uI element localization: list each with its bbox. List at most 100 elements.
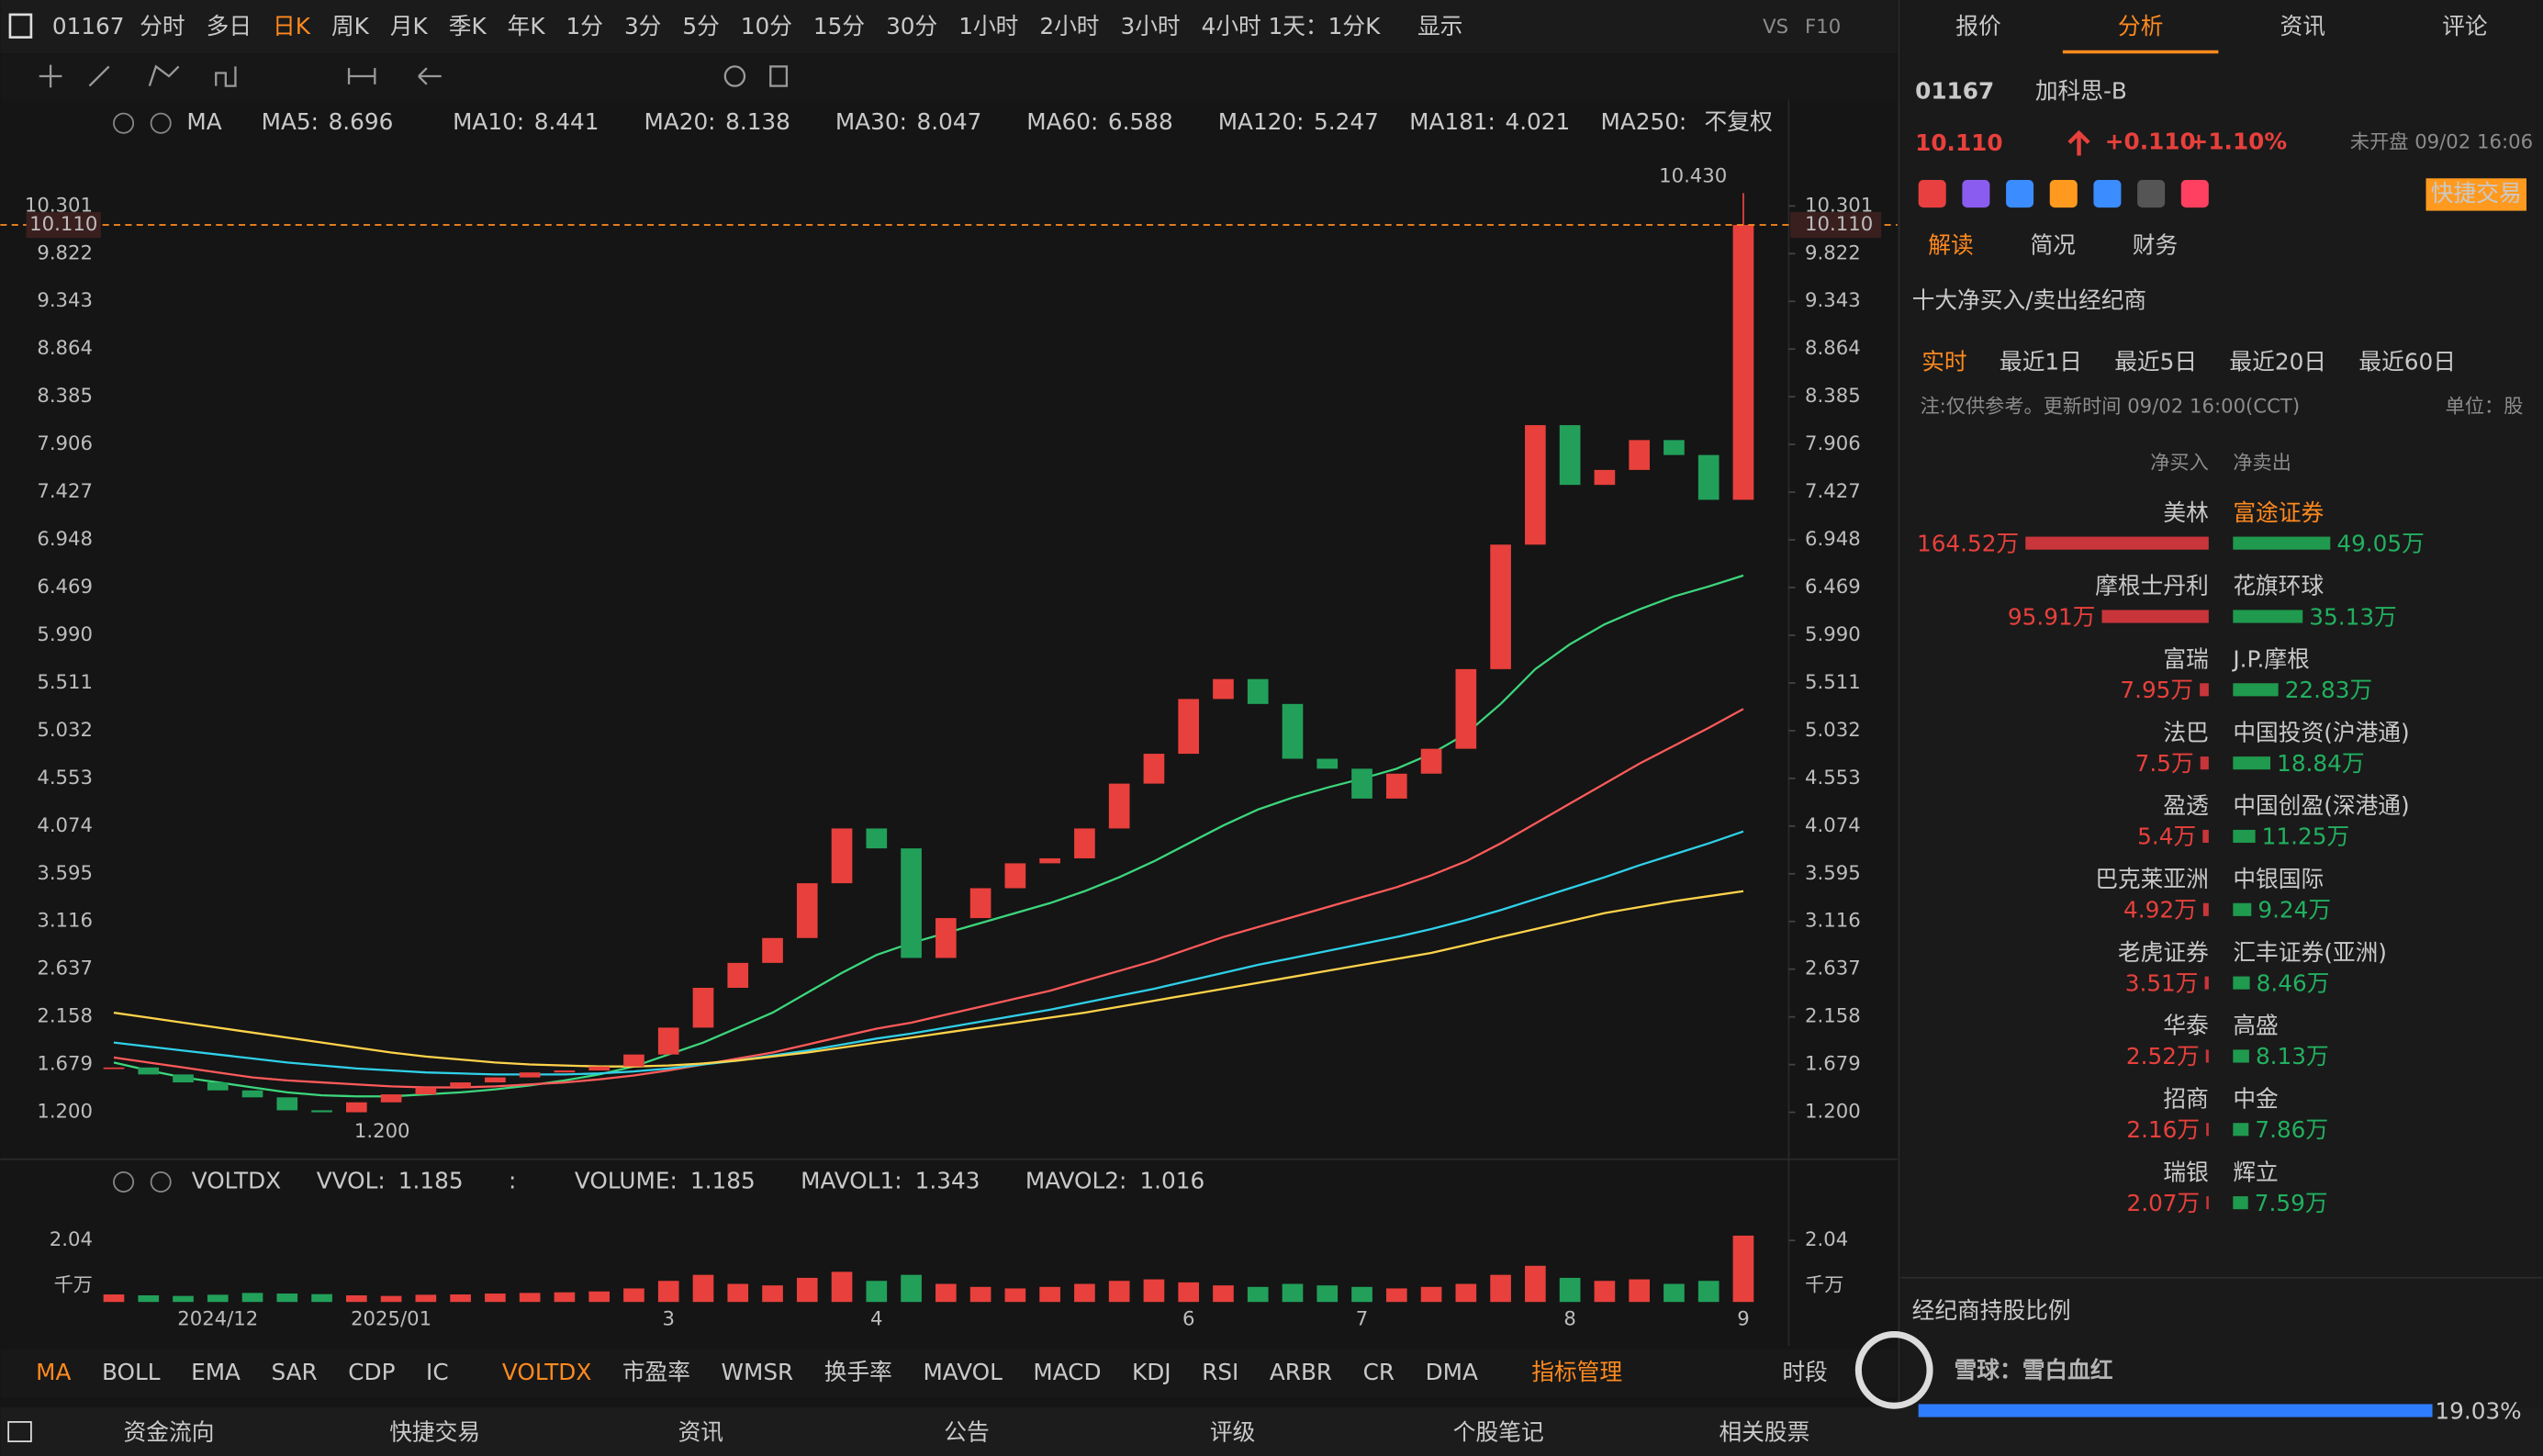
period-tab[interactable]: 月K	[390, 13, 429, 39]
vs-button[interactable]: VS	[1763, 15, 1788, 38]
y-tick-label: 3.116	[1805, 909, 1861, 932]
indicator-tab[interactable]: WMSR	[722, 1359, 794, 1385]
period-tab[interactable]: 1小时	[958, 13, 1018, 39]
icon[interactable]	[1918, 180, 1946, 208]
indicator-tab[interactable]: MA	[36, 1359, 71, 1385]
display-menu[interactable]: 显示	[1417, 13, 1462, 39]
indicator-tab[interactable]: MACD	[1033, 1359, 1101, 1385]
legend-value: 8.696	[329, 108, 394, 135]
bottom-tab[interactable]: 资金流向	[124, 1418, 215, 1445]
period-tab[interactable]: 最近20日	[2229, 349, 2326, 375]
candle	[762, 937, 783, 963]
bottom-tab[interactable]: 公告	[944, 1418, 989, 1445]
eye-tool[interactable]	[723, 65, 746, 87]
settings-icon[interactable]	[113, 112, 135, 134]
top-tab[interactable]: 报价	[1955, 13, 2000, 39]
panel-icon[interactable]	[7, 1421, 32, 1442]
pane-title: VOLTDX	[192, 1168, 281, 1194]
icon[interactable]	[2093, 180, 2122, 208]
bottom-tab[interactable]: 相关股票	[1719, 1418, 1809, 1445]
candle	[623, 1054, 644, 1067]
period-tab[interactable]: 3分	[624, 13, 661, 39]
x-tick-label: 3	[662, 1307, 674, 1330]
indicator-tab[interactable]: CDP	[348, 1359, 395, 1385]
volume-bar	[1282, 1283, 1304, 1303]
bottom-tab[interactable]: 快捷交易	[389, 1418, 480, 1445]
top-tab[interactable]: 评论	[2442, 13, 2488, 39]
y-tick-label: 5.032	[37, 718, 93, 741]
period-tab[interactable]: 季K	[449, 13, 487, 39]
top-tab[interactable]: 资讯	[2280, 13, 2325, 39]
bottom-tab[interactable]: 资讯	[678, 1418, 723, 1445]
icon[interactable]	[2006, 180, 2034, 208]
delete-tool[interactable]	[769, 65, 789, 87]
pattern-tool[interactable]	[215, 66, 237, 87]
adjust-mode[interactable]: 不复权	[1705, 108, 1773, 135]
icon[interactable]	[2049, 180, 2078, 208]
indicator-tab[interactable]: VOLTDX	[502, 1359, 591, 1385]
line-tool[interactable]	[88, 65, 110, 87]
period-tab[interactable]: 2小时	[1039, 13, 1099, 39]
period-tab[interactable]: 3小时	[1120, 13, 1180, 39]
volume-bar	[657, 1281, 679, 1303]
indicator-tab[interactable]: IC	[426, 1359, 449, 1385]
bottom-tab[interactable]: 个股笔记	[1453, 1418, 1544, 1445]
indicator-tab[interactable]: 市盈率	[622, 1359, 690, 1385]
indicator-tab[interactable]: EMA	[191, 1359, 241, 1385]
period-tab[interactable]: 实时	[1921, 349, 1966, 375]
indicator-tab[interactable]: 指标管理	[1531, 1359, 1622, 1385]
y-tick-label: 5.032	[1805, 718, 1861, 741]
period-tab[interactable]: 最近60日	[2358, 349, 2456, 375]
settings-icon[interactable]	[113, 1171, 135, 1193]
arrow-tool[interactable]	[418, 67, 442, 85]
period-tab[interactable]: 15分	[813, 13, 865, 39]
top-tab[interactable]: 分析	[2118, 13, 2163, 39]
close-icon[interactable]	[150, 1171, 172, 1193]
icon[interactable]	[1962, 180, 1990, 208]
quote-tab[interactable]: 解读	[1928, 231, 1973, 258]
icon[interactable]	[2180, 180, 2209, 208]
indicator-tab[interactable]: CR	[1363, 1359, 1395, 1385]
cursor-tool[interactable]	[39, 64, 62, 88]
measure-tool[interactable]	[347, 68, 376, 84]
indicator-tab[interactable]: BOLL	[102, 1359, 161, 1385]
side-tab[interactable]: 时段	[1782, 1359, 1827, 1385]
close-icon[interactable]	[150, 112, 172, 134]
buy-bar	[2202, 902, 2209, 916]
day-mode[interactable]: 1天：1分K	[1268, 13, 1381, 39]
indicator-tab[interactable]: SAR	[272, 1359, 318, 1385]
period-tab[interactable]: 最近5日	[2114, 349, 2197, 375]
indicator-tab[interactable]: ARBR	[1270, 1359, 1332, 1385]
period-tab[interactable]: 5分	[682, 13, 719, 39]
period-tab[interactable]: 1分	[566, 13, 603, 39]
sell-bar	[2233, 756, 2271, 770]
y-tick-label: 7.427	[37, 479, 93, 502]
indicator-tab[interactable]: MAVOL	[923, 1359, 1003, 1385]
quote-tab[interactable]: 财务	[2133, 231, 2178, 258]
polyline-tool[interactable]	[148, 64, 180, 86]
indicator-tab[interactable]: 换手率	[824, 1359, 892, 1385]
candle	[345, 1102, 367, 1113]
buy-value: 7.5万	[2135, 750, 2194, 777]
bottom-tab[interactable]: 评级	[1210, 1418, 1255, 1445]
period-tab[interactable]: 10分	[741, 13, 792, 39]
period-tab[interactable]: 日K	[273, 13, 311, 39]
watermark: 雪球：雪白血红	[1955, 1357, 2113, 1383]
trade-label[interactable]: 快捷交易	[2431, 180, 2522, 207]
menu-icon[interactable]	[8, 13, 33, 39]
period-tab[interactable]: 30分	[886, 13, 937, 39]
indicator-tab[interactable]: RSI	[1202, 1359, 1238, 1385]
indicator-tab[interactable]: KDJ	[1132, 1359, 1171, 1385]
period-tab[interactable]: 分时	[140, 13, 185, 39]
icon[interactable]	[2137, 180, 2166, 208]
f10-button[interactable]: F10	[1805, 15, 1841, 38]
volume-bar	[935, 1283, 957, 1303]
indicator-tab[interactable]: DMA	[1426, 1359, 1478, 1385]
period-tab[interactable]: 年K	[508, 13, 546, 39]
trade-button[interactable]	[2425, 178, 2526, 211]
period-tab[interactable]: 多日	[207, 13, 252, 39]
period-tab[interactable]: 最近1日	[2000, 349, 2082, 375]
period-tab[interactable]: 周K	[331, 13, 370, 39]
period-tab[interactable]: 4小时	[1202, 13, 1261, 39]
quote-tab[interactable]: 简况	[2031, 231, 2076, 258]
